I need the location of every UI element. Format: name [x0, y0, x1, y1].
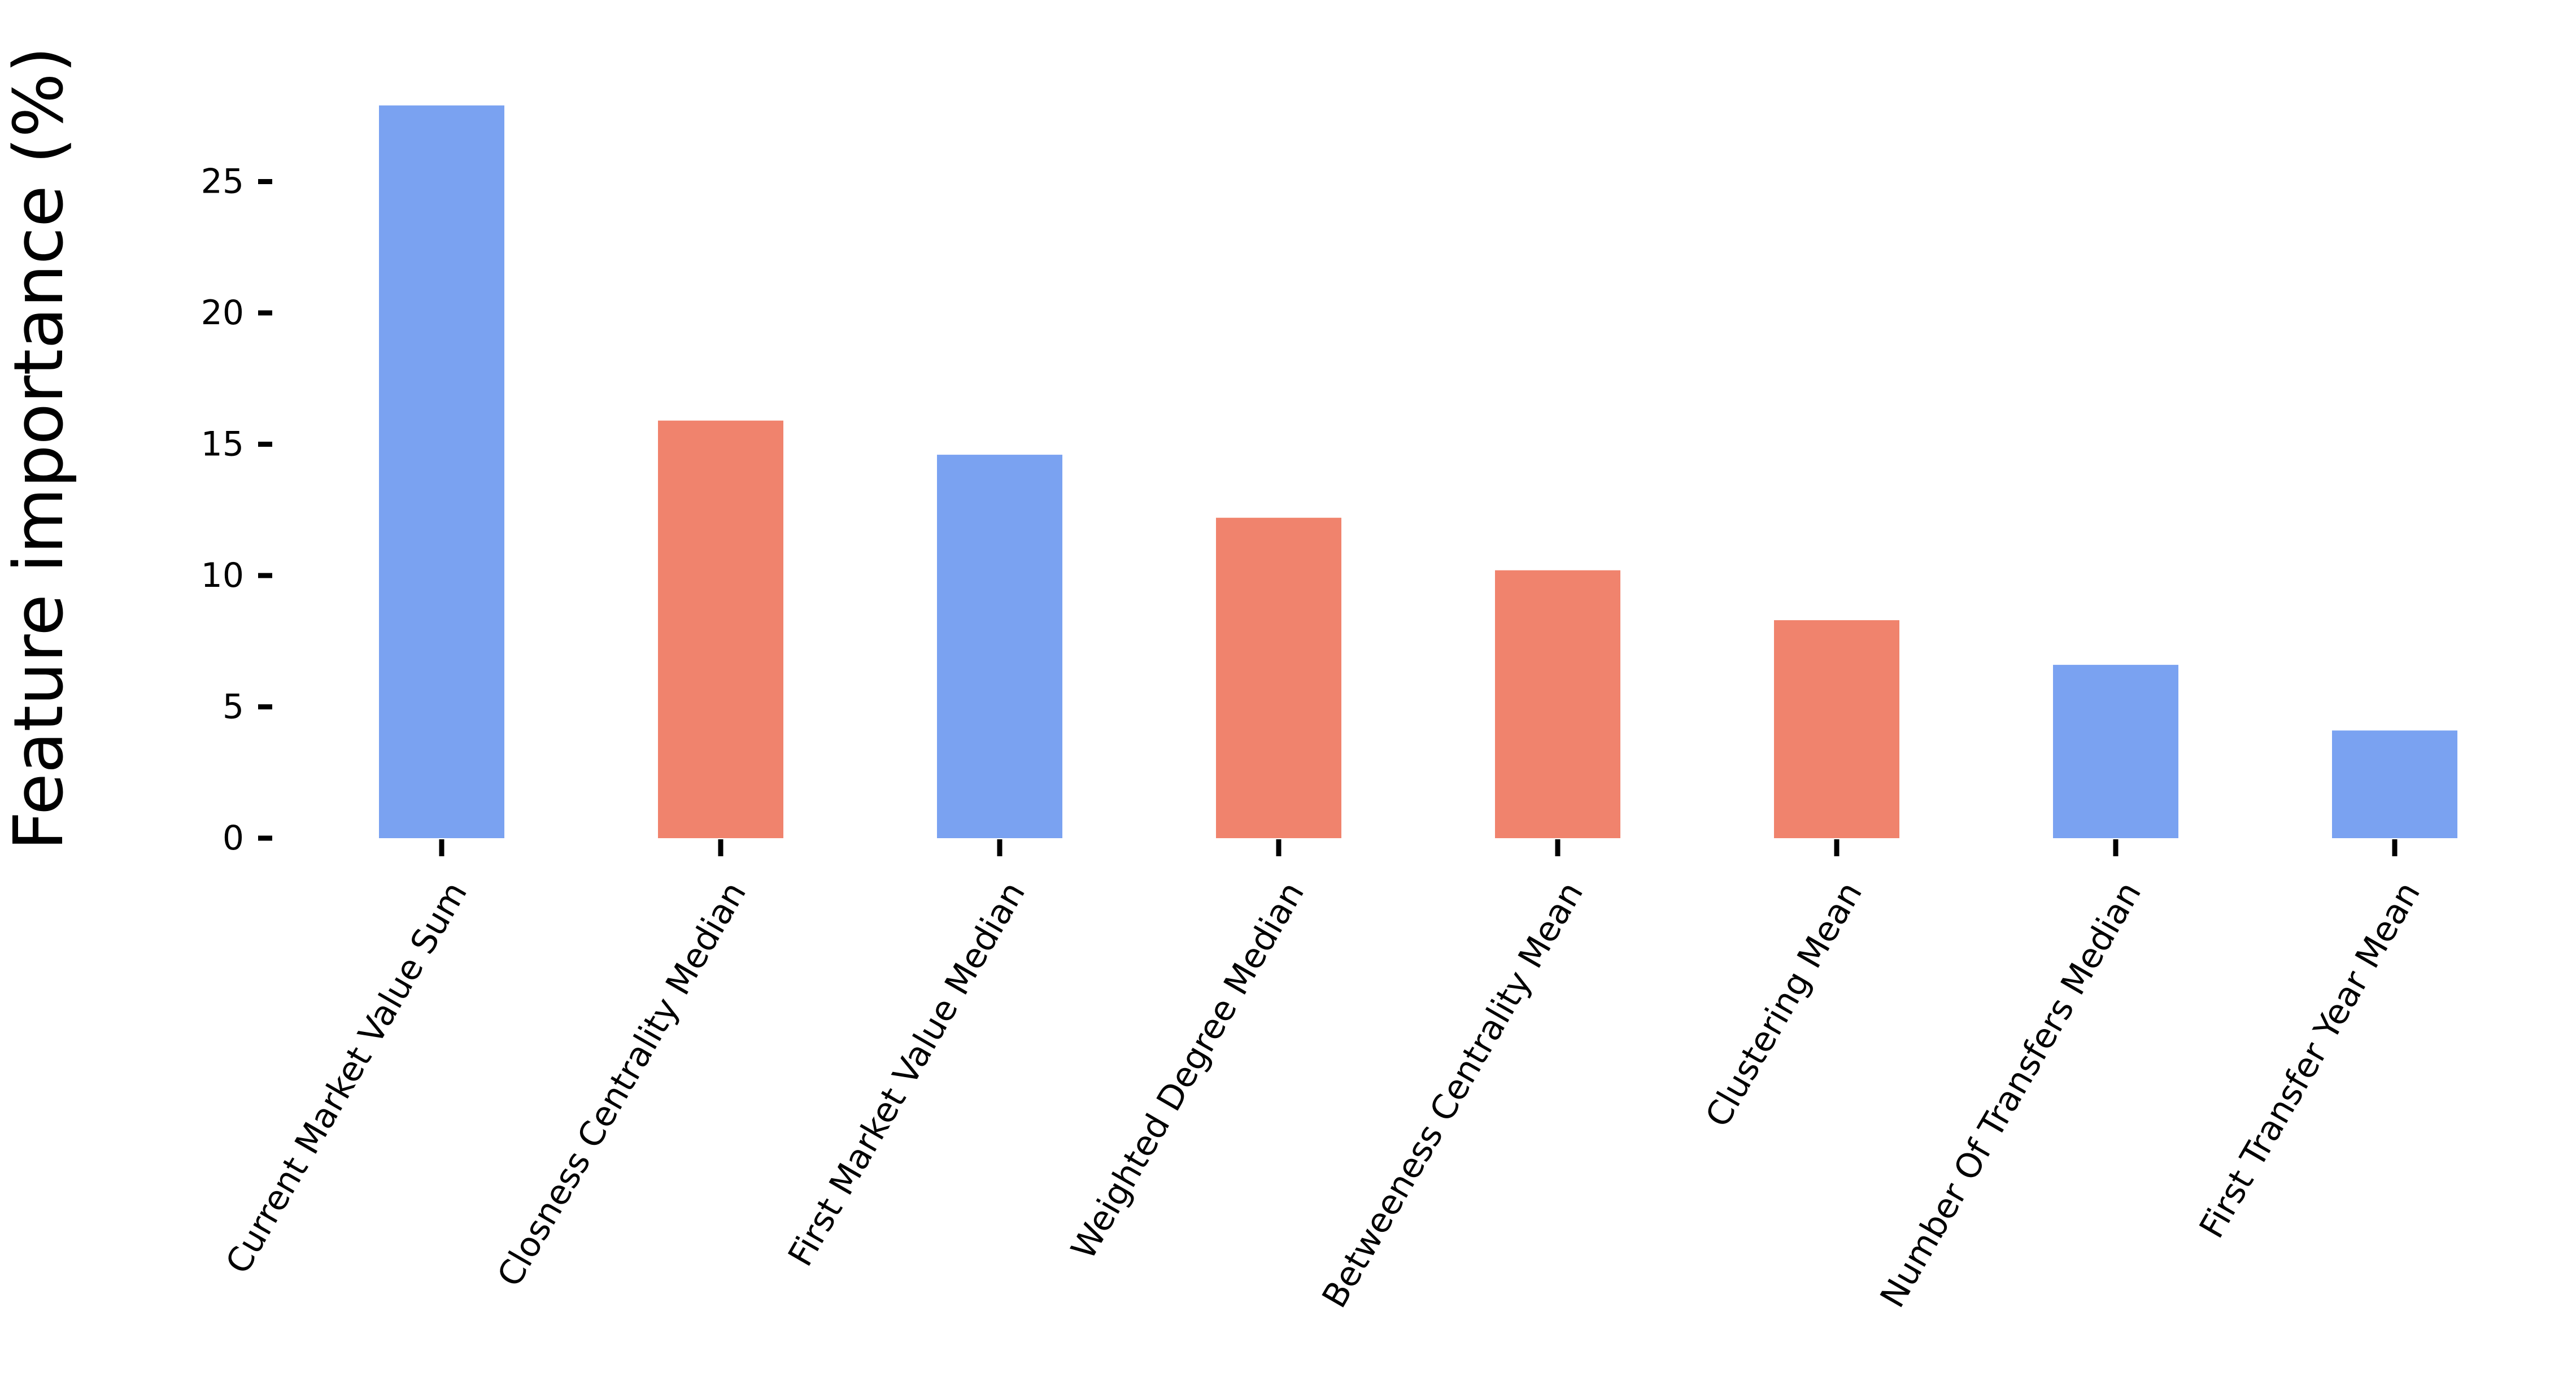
bar	[937, 455, 1062, 838]
y-tick-label: 25	[201, 162, 244, 202]
bars	[379, 105, 2457, 838]
y-tick-label: 0	[223, 818, 244, 858]
bar	[379, 105, 504, 838]
y-axis-label: Feature importance (%)	[0, 46, 79, 850]
x-tick-label: Clustering Mean	[1698, 875, 1870, 1134]
x-tick-label: Closness Centrality Median	[490, 875, 754, 1293]
bar	[2053, 665, 2178, 838]
x-tick-label: Betweeness Centrality Mean	[1315, 875, 1592, 1315]
bar	[2332, 730, 2457, 838]
y-tick-label: 20	[201, 293, 244, 333]
x-tick-label: Number Of Transfers Median	[1873, 875, 2149, 1314]
x-tick-label: First Transfer Year Mean	[2192, 875, 2428, 1245]
y-tick-label: 15	[201, 425, 244, 464]
y-axis: 0 5 10 15 20 25	[201, 162, 272, 858]
bar	[1495, 570, 1620, 838]
y-tick-label: 10	[201, 556, 244, 595]
x-axis: Current Market Value Sum Closness Central…	[218, 839, 2428, 1314]
x-tick-label: Current Market Value Sum	[218, 875, 475, 1281]
y-tick-label: 5	[223, 687, 244, 727]
x-tick-label: First Market Value Median	[781, 875, 1033, 1273]
bar	[1216, 517, 1341, 838]
bar	[1774, 620, 1899, 838]
x-tick-label: Weighted Degree Median	[1063, 875, 1312, 1266]
bar	[658, 420, 783, 838]
